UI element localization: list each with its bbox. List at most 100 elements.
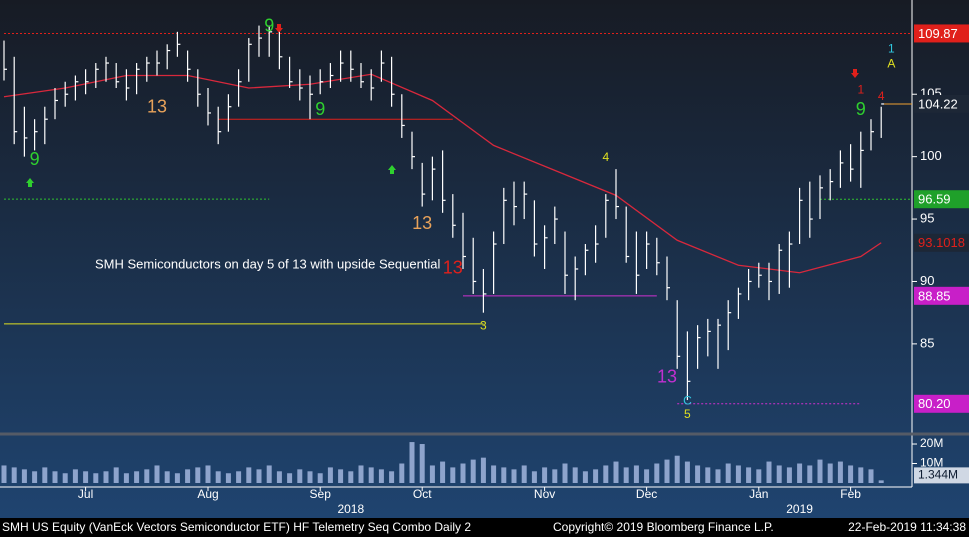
- price-tag: [914, 394, 969, 413]
- volume-label: 1.344M: [918, 468, 958, 482]
- volume-bar: [531, 471, 537, 483]
- annotation: 13: [412, 213, 432, 233]
- volume-bar: [52, 471, 58, 483]
- volume-bar: [409, 442, 415, 483]
- volume-bar: [868, 469, 874, 483]
- volume-bar: [725, 463, 731, 483]
- volume-bar: [215, 471, 221, 483]
- volume-bar: [11, 467, 17, 483]
- volume-bar: [552, 469, 558, 483]
- volume-bar: [797, 463, 803, 483]
- volume-bar: [42, 467, 48, 483]
- footer-center: Copyright© 2019 Bloomberg Finance L.P.: [553, 520, 774, 534]
- annotation: 9: [856, 99, 866, 119]
- volume-bar: [307, 471, 313, 483]
- arrow-up: [26, 178, 34, 187]
- volume-bar: [287, 473, 293, 483]
- x-tick-label: Aug: [197, 487, 218, 501]
- volume-bar: [338, 469, 344, 483]
- volume-bar: [154, 465, 160, 483]
- volume-bar: [817, 459, 823, 483]
- x-tick-label: Jul: [78, 487, 93, 501]
- price-tag-label: 96.59: [918, 192, 951, 207]
- annotation: 9: [30, 149, 40, 169]
- annotation: 3: [480, 319, 487, 333]
- volume-bar: [297, 469, 303, 483]
- volume-bar: [358, 465, 364, 483]
- price-tag: [914, 233, 969, 252]
- volume-bar: [735, 465, 741, 483]
- price-tag-label: 109.87: [918, 26, 958, 41]
- volume-bar: [205, 465, 211, 483]
- volume-bar: [613, 461, 619, 483]
- x-tick-label: Jan: [749, 487, 768, 501]
- volume-bar: [460, 463, 466, 483]
- volume-bar: [72, 469, 78, 483]
- arrow-up: [388, 165, 396, 174]
- y-tick-label: 10M: [920, 456, 943, 470]
- annotation: 13: [147, 97, 167, 117]
- price-tag: [914, 190, 969, 209]
- annotation: 5: [684, 407, 691, 421]
- y-tick-label: 20M: [920, 436, 943, 450]
- volume-bar: [123, 473, 129, 483]
- volume-bar: [603, 465, 609, 483]
- volume-bar: [317, 473, 323, 483]
- arrow-down: [851, 69, 859, 78]
- volume-bar: [521, 465, 527, 483]
- volume-bar: [185, 469, 191, 483]
- volume-bar: [225, 473, 231, 483]
- volume-bar: [582, 471, 588, 483]
- volume-bar: [715, 469, 721, 483]
- volume-bar: [593, 469, 599, 483]
- volume-bar: [644, 469, 650, 483]
- volume-bar: [633, 465, 639, 483]
- volume-bar: [1, 465, 7, 483]
- x-tick-label: Feb: [840, 487, 861, 501]
- volume-bar: [236, 471, 242, 483]
- volume-bar: [327, 467, 333, 483]
- volume-bar: [674, 455, 680, 483]
- volume-bar: [654, 463, 660, 483]
- annotation: 13: [657, 366, 677, 386]
- volume-bar: [348, 471, 354, 483]
- y-tick-label: 90: [920, 273, 934, 288]
- volume-bar: [429, 465, 435, 483]
- x-tick-label: Sep: [310, 487, 332, 501]
- volume-bar: [368, 467, 374, 483]
- background: [0, 0, 969, 518]
- volume-bar: [113, 467, 119, 483]
- volume-bar: [134, 471, 140, 483]
- annotation: 1: [888, 41, 895, 55]
- volume-bar: [562, 463, 568, 483]
- volume-bar: [174, 473, 180, 483]
- volume-bar: [848, 465, 854, 483]
- volume-bar: [746, 467, 752, 483]
- volume-tag: [914, 467, 969, 484]
- volume-bar: [776, 465, 782, 483]
- x-tick-label: Nov: [534, 487, 555, 501]
- volume-bar: [378, 469, 384, 483]
- volume-bar: [256, 469, 262, 483]
- volume-bar: [450, 467, 456, 483]
- annotation: A: [887, 56, 895, 70]
- price-tag-label: 93.1018: [918, 235, 965, 250]
- volume-bar: [511, 469, 517, 483]
- volume-bar: [705, 467, 711, 483]
- volume-bar: [858, 467, 864, 483]
- x-tick-label: Dec: [636, 487, 657, 501]
- volume-bar: [684, 461, 690, 483]
- volume-bar: [93, 473, 99, 483]
- volume-bar: [144, 469, 150, 483]
- price-tag-label: 104.22: [918, 96, 958, 111]
- volume-bar: [62, 473, 68, 483]
- footer-left: SMH US Equity (VanEck Vectors Semiconduc…: [2, 520, 471, 534]
- volume-bar: [399, 463, 405, 483]
- annotation: 13: [443, 258, 463, 278]
- volume-bar: [695, 465, 701, 483]
- volume-bar: [766, 461, 772, 483]
- year-label: 2019: [786, 502, 813, 516]
- volume-bar: [664, 459, 670, 483]
- volume-bar: [572, 467, 578, 483]
- volume-bar: [827, 463, 833, 483]
